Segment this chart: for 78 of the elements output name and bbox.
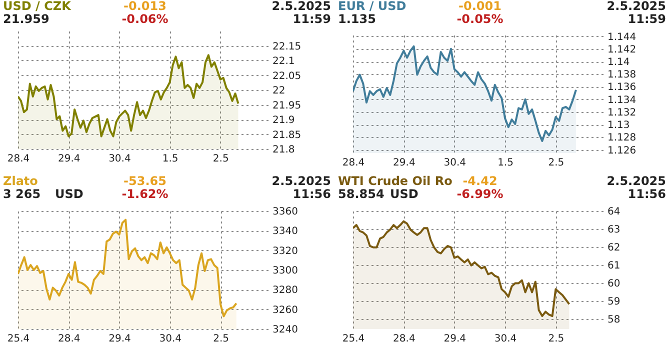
x-tick-label: 28.4 (7, 154, 30, 164)
y-tick-label: 1.13 (608, 120, 630, 132)
text: 11:56 (292, 187, 331, 201)
y-tick-label: 21.8 (272, 144, 295, 156)
text: -1.62% (122, 187, 168, 201)
chart-title: USD / CZK (3, 0, 71, 13)
chart-title: EUR / USD (338, 0, 406, 13)
x-tick-label: 2.5 (548, 334, 564, 344)
x-tick-label: 1.5 (498, 158, 514, 168)
y-tick-label: 3360 (272, 206, 298, 218)
x-tick-label: 30.4 (444, 158, 466, 168)
x-tick-label: 2.5 (212, 154, 229, 164)
y-tick-label: 1.136 (608, 82, 636, 94)
text: -53.65 (124, 174, 166, 188)
y-tick-label: 61 (608, 260, 620, 272)
y-tick-label: 1.142 (608, 44, 636, 56)
text: -0.013 (124, 0, 166, 13)
x-tick-label: 29.4 (393, 158, 416, 168)
y-tick-label: 64 (608, 206, 620, 218)
y-tick-label: 22.05 (272, 70, 302, 82)
x-tick-label: 28.4 (58, 334, 80, 344)
chart-title: WTI Crude Oil Ro (338, 174, 452, 188)
y-tick-label: 22.1 (272, 56, 295, 67)
chart-subtitle: 3 265 (3, 187, 41, 201)
text: 2.5.2025 (606, 0, 666, 13)
y-tick-label: 58 (608, 314, 620, 326)
text: 11:59 (628, 12, 666, 26)
x-tick-label: 25.4 (342, 334, 365, 344)
y-tick-label: 3280 (272, 285, 298, 296)
y-tick-label: 3320 (272, 246, 298, 257)
text: -6.99% (456, 187, 504, 201)
y-tick-label: 22.15 (272, 41, 302, 52)
y-tick-label: 1.126 (608, 145, 636, 156)
y-tick-label: 3240 (272, 324, 298, 336)
text: -0.001 (458, 0, 502, 13)
y-tick-label: 21.9 (272, 115, 295, 126)
y-tick-label: 3340 (272, 226, 298, 238)
y-tick-label: 22 (272, 86, 286, 96)
y-tick-label: 3300 (272, 266, 298, 276)
text: -0.05% (456, 12, 504, 26)
x-tick-label: 2.5 (548, 158, 564, 168)
x-tick-label: 2.5 (213, 334, 229, 344)
x-tick-label: 28.4 (393, 334, 416, 344)
y-tick-label: 1.14 (608, 57, 630, 68)
text: -0.06% (122, 12, 168, 26)
y-tick-label: 21.85 (272, 130, 302, 141)
x-tick-label: 28.4 (342, 158, 365, 168)
text: 11:56 (628, 187, 666, 201)
chart-subtitle: 21.959 (3, 12, 50, 26)
y-tick-label: 1.138 (608, 70, 636, 81)
chart-title: Zlato (3, 174, 38, 188)
text: USD (55, 187, 84, 201)
y-tick-label: 1.128 (608, 132, 636, 144)
y-tick-label: 1.132 (608, 107, 636, 118)
y-tick-label: 62 (608, 242, 620, 254)
text: 2.5.2025 (272, 174, 331, 188)
x-tick-label: 29.4 (108, 334, 131, 344)
y-tick-label: 3260 (272, 304, 298, 316)
y-tick-label: 59 (608, 296, 620, 308)
y-tick-label: 21.95 (272, 100, 302, 112)
y-tick-label: 60 (608, 278, 620, 290)
x-tick-label: 30.4 (159, 334, 182, 344)
text: USD (390, 187, 418, 201)
x-tick-label: 29.4 (444, 334, 466, 344)
x-tick-label: 29.4 (58, 154, 80, 164)
x-tick-label: 1.5 (162, 154, 178, 164)
y-tick-label: 1.134 (608, 94, 636, 106)
x-tick-label: 30.4 (108, 154, 131, 164)
text: -4.42 (462, 174, 498, 188)
chart-subtitle: 1.135 (338, 12, 376, 26)
y-tick-label: 63 (608, 224, 620, 236)
x-tick-label: 30.4 (494, 334, 517, 344)
text: 2.5.2025 (606, 174, 666, 188)
text: 11:59 (292, 12, 331, 26)
y-tick-label: 1.144 (608, 32, 636, 43)
x-tick-label: 25.4 (7, 334, 30, 344)
chart-subtitle: 58.854 (338, 187, 384, 201)
text: 2.5.2025 (272, 0, 331, 13)
